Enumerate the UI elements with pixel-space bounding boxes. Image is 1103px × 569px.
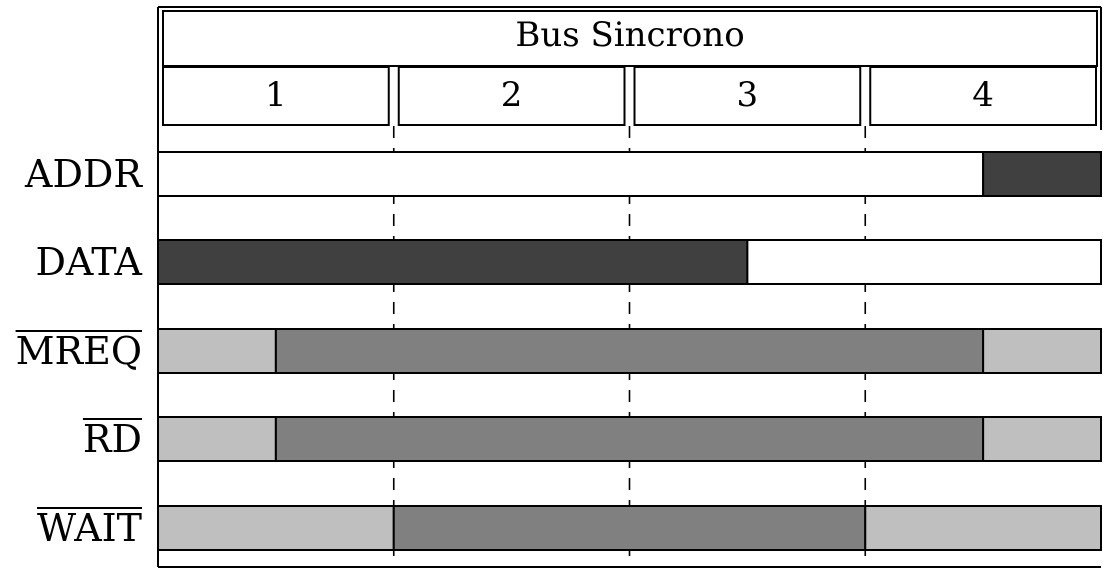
cycle-label-4: 4 [972, 75, 994, 115]
cycle-label-1: 1 [265, 75, 287, 115]
signal-lanes [157, 151, 1102, 551]
segment-rd-1 [157, 416, 277, 462]
cycle-box-4 [869, 66, 1097, 126]
segment-wait-3 [864, 505, 1102, 551]
cycle-label-2: 2 [501, 75, 523, 115]
segment-rd-2 [274, 416, 985, 462]
cycle-box-1 [162, 66, 390, 126]
cycle-box-2 [397, 66, 626, 126]
segment-rd-3 [982, 416, 1102, 462]
segment-mreq-1 [157, 328, 277, 374]
lane-data [157, 239, 1102, 285]
cycle-box-3 [633, 66, 862, 126]
bus-title: Bus Sincrono [515, 15, 744, 55]
segment-mreq-3 [982, 328, 1102, 374]
signal-label-rd: RD [83, 417, 142, 461]
segment-addr-1 [157, 151, 985, 197]
segment-wait-2 [392, 505, 867, 551]
diagram-frame [157, 6, 1102, 568]
segment-addr-2 [982, 151, 1102, 197]
signal-label-addr: ADDR [24, 152, 143, 196]
lane-wait [157, 505, 1102, 551]
signal-label-data: DATA [35, 240, 142, 284]
lane-rd [157, 416, 1102, 462]
segment-data-2 [746, 239, 1102, 285]
signal-label-wait: WAIT [37, 506, 142, 550]
signal-label-mreq: MREQ [16, 329, 142, 373]
segment-wait-1 [157, 505, 395, 551]
lane-mreq [157, 328, 1102, 374]
cycle-boundaries [392, 126, 867, 565]
lane-addr [157, 151, 1102, 197]
bus-header: Bus Sincrono 1 2 3 4 [162, 10, 1098, 126]
segment-data-1 [157, 239, 749, 285]
cycle-label-3: 3 [737, 75, 759, 115]
signal-labels: ADDR DATA MREQ RD WAIT [15, 152, 143, 550]
row-dividers [158, 195, 1101, 551]
title-box [162, 10, 1098, 67]
segment-mreq-2 [274, 328, 985, 374]
